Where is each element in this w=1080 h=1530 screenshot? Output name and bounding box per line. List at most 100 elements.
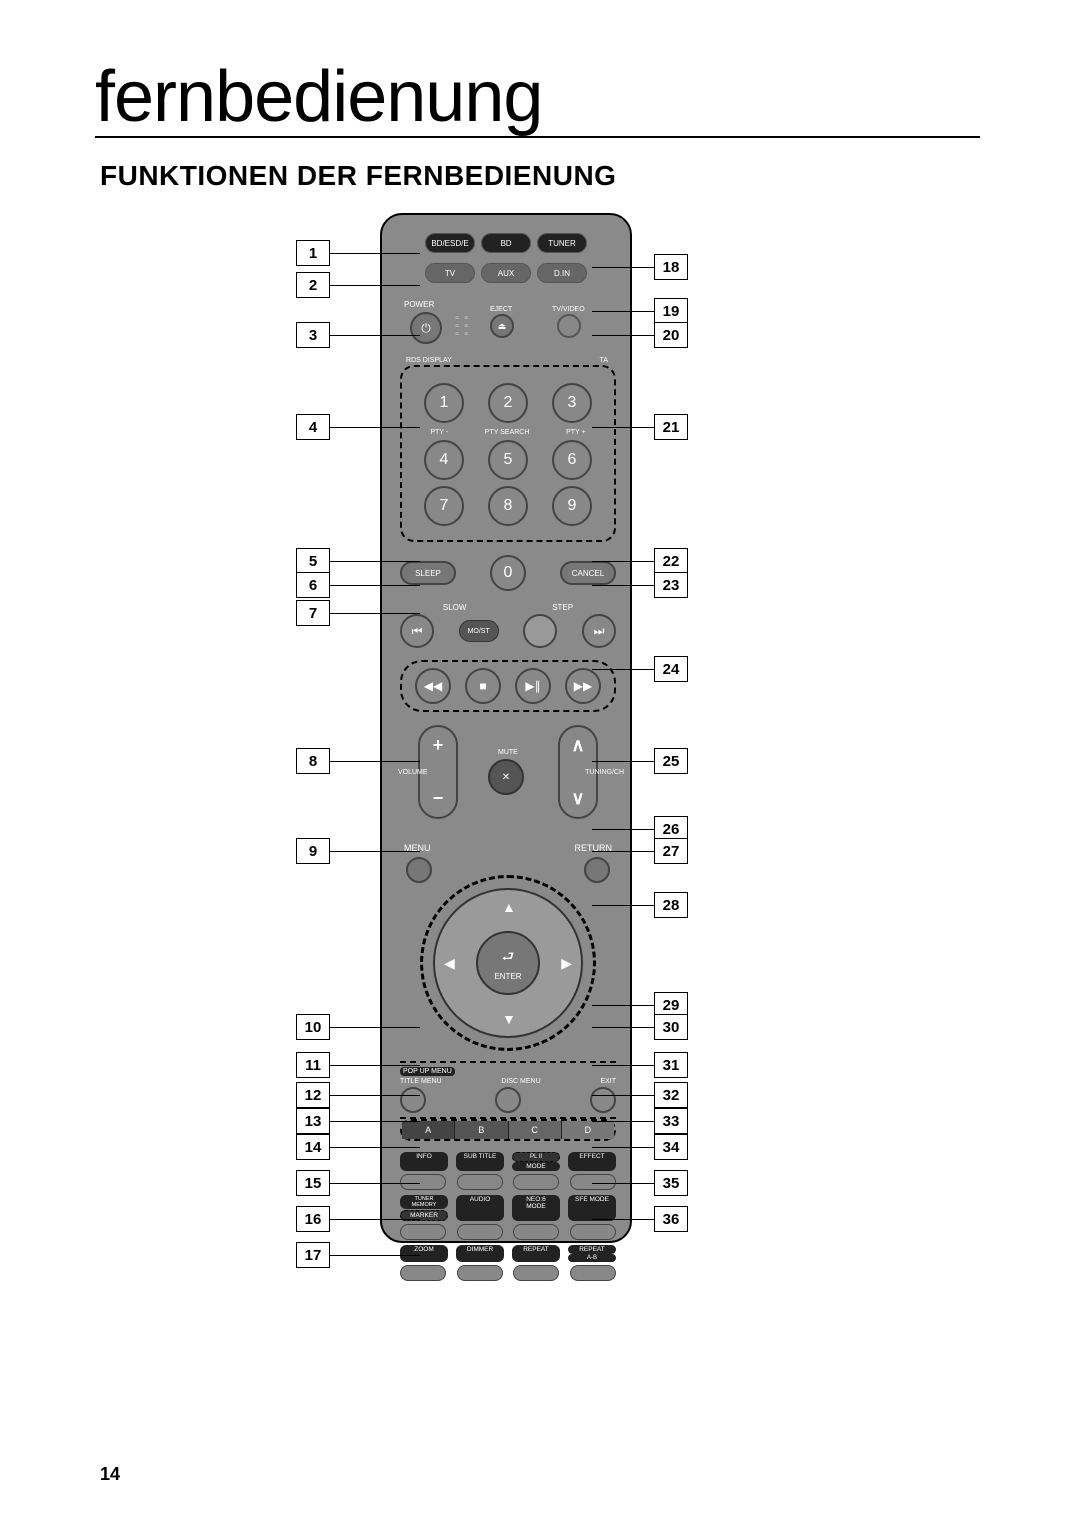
pty-plus-label: PTY +	[566, 429, 586, 436]
power-button[interactable]: ⏻	[410, 312, 442, 344]
color-b-button[interactable]: B	[455, 1121, 508, 1139]
slow-label: SLOW	[443, 603, 467, 612]
callout-line-14	[330, 1147, 420, 1148]
repeat2-label: REPEAT	[568, 1245, 616, 1254]
cancel-button[interactable]: CANCEL	[560, 561, 616, 585]
play-pause-button[interactable]: ▶∥	[515, 668, 551, 704]
callout-line-17	[330, 1255, 420, 1256]
key-1[interactable]: 1	[424, 383, 464, 423]
key-8[interactable]: 8	[488, 486, 528, 526]
exit-button[interactable]	[590, 1087, 616, 1113]
prev-button[interactable]: ⏮	[400, 614, 434, 648]
function-grid: INFO SUB TITLE PL IIMODE EFFECT TUNER ME…	[400, 1149, 616, 1286]
callout-line-22	[592, 561, 654, 562]
callout-line-2	[330, 285, 420, 286]
key-2[interactable]: 2	[488, 383, 528, 423]
src-tv[interactable]: TV	[425, 263, 475, 283]
info-button[interactable]	[400, 1174, 446, 1190]
zoom-button[interactable]	[400, 1265, 446, 1281]
callout-31: 31	[654, 1052, 688, 1078]
callout-line-7	[330, 613, 420, 614]
callout-20: 20	[654, 322, 688, 348]
ir-dots: ∘ ∘∘ ∘∘ ∘	[454, 315, 469, 339]
dimmer-button[interactable]	[457, 1265, 503, 1281]
rewind-button[interactable]: ◀◀	[415, 668, 451, 704]
src-din[interactable]: D.IN	[537, 263, 587, 283]
title-menu-button[interactable]	[400, 1087, 426, 1113]
most-button[interactable]: MO/ST	[459, 620, 499, 642]
key-9[interactable]: 9	[552, 486, 592, 526]
enter-button[interactable]: ⮐ ENTER	[476, 931, 540, 995]
src-bdsd[interactable]: BD/ESD/E	[425, 233, 475, 253]
sfe-button[interactable]	[570, 1224, 616, 1240]
callout-line-34	[592, 1147, 654, 1148]
dpad-left-icon[interactable]: ◀	[444, 955, 455, 972]
callout-line-25	[592, 761, 654, 762]
dpad-down-icon[interactable]: ▼	[502, 1011, 516, 1027]
key-0[interactable]: 0	[490, 555, 526, 591]
neo6-label: NEO:6 MODE	[512, 1195, 560, 1221]
play-control-row: ◀◀ ■ ▶∥ ▶▶	[400, 660, 616, 712]
mute-button[interactable]: ✕	[488, 759, 524, 795]
callout-2: 2	[296, 272, 330, 298]
dpad-up-icon[interactable]: ▲	[502, 899, 516, 915]
sleep-button[interactable]: SLEEP	[400, 561, 456, 585]
forward-button[interactable]: ▶▶	[565, 668, 601, 704]
effect-button[interactable]	[570, 1174, 616, 1190]
callout-line-24	[592, 669, 654, 670]
color-a-button[interactable]: A	[402, 1121, 455, 1139]
callout-line-9	[330, 851, 420, 852]
callout-line-31	[592, 1065, 654, 1066]
eject-button[interactable]: ⏏	[490, 314, 514, 338]
callout-7: 7	[296, 600, 330, 626]
dpad-right-icon[interactable]: ▶	[561, 955, 572, 972]
tvvideo-button[interactable]	[557, 314, 581, 338]
step-label: STEP	[552, 603, 573, 612]
mode-button[interactable]	[513, 1174, 559, 1190]
key-7[interactable]: 7	[424, 486, 464, 526]
subtitle-button[interactable]	[457, 1174, 503, 1190]
callout-line-10	[330, 1027, 420, 1028]
disc-menu-label: DISC MENU	[501, 1078, 540, 1085]
volume-label: VOLUME	[398, 769, 428, 776]
disc-menu-button[interactable]	[495, 1087, 521, 1113]
page-number: 14	[100, 1464, 120, 1485]
color-c-button[interactable]: C	[509, 1121, 562, 1139]
next-button[interactable]: ⏭	[582, 614, 616, 648]
color-d-button[interactable]: D	[562, 1121, 614, 1139]
eject-label: EJECT	[490, 306, 512, 313]
callout-4: 4	[296, 414, 330, 440]
marker-button[interactable]	[400, 1224, 446, 1240]
src-bd[interactable]: BD	[481, 233, 531, 253]
repeat-button[interactable]	[513, 1265, 559, 1281]
callout-line-6	[330, 585, 420, 586]
page-title: fernbedienung	[95, 60, 980, 138]
key-5[interactable]: 5	[488, 440, 528, 480]
stop-button[interactable]: ■	[465, 668, 501, 704]
pl2-label: PL II	[512, 1152, 560, 1162]
step-back-button[interactable]	[523, 614, 557, 648]
callout-line-1	[330, 253, 420, 254]
neo6-button[interactable]	[513, 1224, 559, 1240]
top-source-buttons: BD/ESD/E TV BD AUX TUNER D.IN	[382, 233, 630, 283]
audio-button[interactable]	[457, 1224, 503, 1240]
callout-1: 1	[296, 240, 330, 266]
callout-line-32	[592, 1095, 654, 1096]
key-6[interactable]: 6	[552, 440, 592, 480]
callout-24: 24	[654, 656, 688, 682]
callout-35: 35	[654, 1170, 688, 1196]
dpad: ▲ ▼ ◀ ▶ ⮐ ENTER	[420, 875, 596, 1051]
pty-minus-label: PTY -	[430, 429, 448, 436]
repeat-ab-button[interactable]	[570, 1265, 616, 1281]
src-aux[interactable]: AUX	[481, 263, 531, 283]
callout-line-27	[592, 851, 654, 852]
callout-line-12	[330, 1095, 420, 1096]
popup-label: POP UP MENU	[400, 1067, 455, 1076]
callout-33: 33	[654, 1108, 688, 1134]
callout-line-18	[592, 267, 654, 268]
info-label: INFO	[400, 1152, 448, 1171]
key-3[interactable]: 3	[552, 383, 592, 423]
callout-line-16	[330, 1219, 420, 1220]
src-tuner[interactable]: TUNER	[537, 233, 587, 253]
key-4[interactable]: 4	[424, 440, 464, 480]
